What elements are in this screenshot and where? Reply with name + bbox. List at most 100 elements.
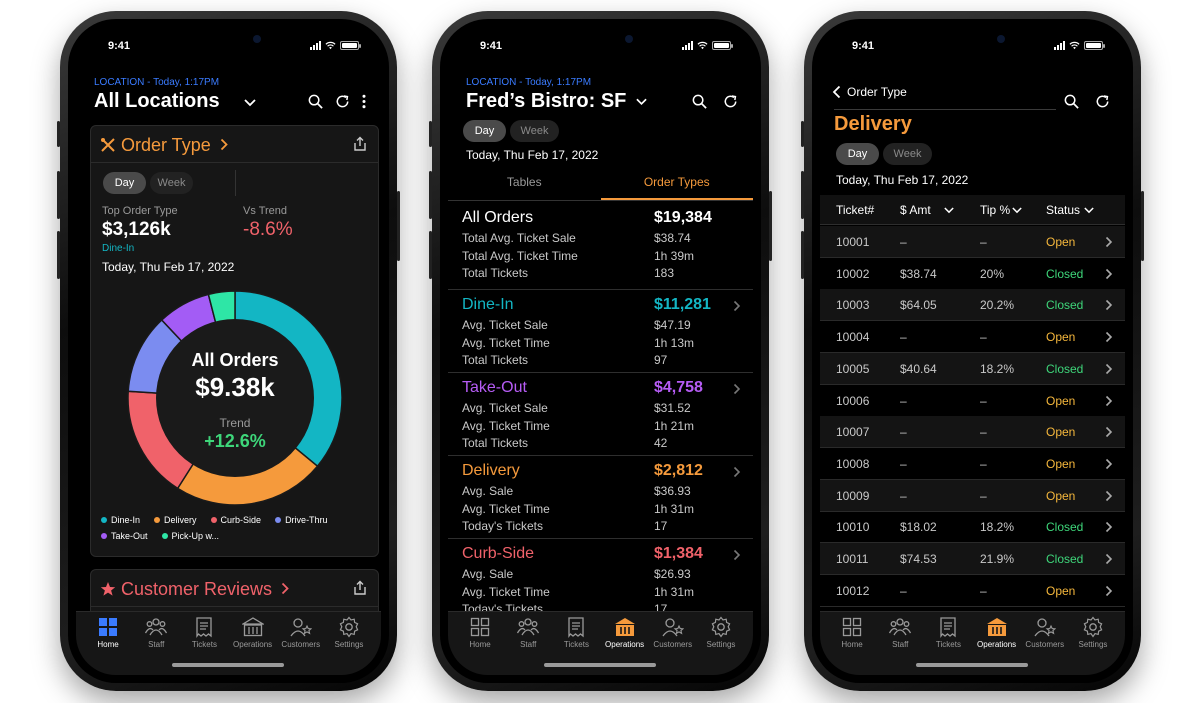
table-row[interactable]: 10008 – – Open [820,448,1125,480]
reviews-title[interactable]: Customer Reviews [121,579,289,600]
segment-day[interactable]: Day [836,143,879,165]
table-row[interactable]: 10006 – – Open [820,385,1125,417]
amount: $64.05 [900,298,937,313]
tab-home[interactable]: Home [456,614,504,675]
stat-label: Total Tickets [462,266,529,280]
segment-week[interactable]: Week [150,172,193,194]
ticket-number: 10009 [836,488,870,503]
tab-staff[interactable]: Staff [504,614,552,675]
status: Open [1046,393,1076,408]
legend-item[interactable]: Delivery [154,515,197,525]
legend-item[interactable]: Dine-In [101,515,140,525]
segment-day[interactable]: Day [463,120,506,142]
tab-label: Customers [1025,640,1065,649]
tab-home[interactable]: Home [84,614,132,675]
volume-down-button [429,231,432,279]
share-icon[interactable] [352,580,368,596]
back-button[interactable]: Order Type [832,85,907,99]
tab-settings[interactable]: Settings [325,614,373,675]
column-header-tip[interactable]: Tip % [980,203,1022,217]
stat-value: 97 [654,353,668,367]
order-type-row[interactable]: Curb-Side $1,384 Avg. Sale $26.93 Avg. Ticke… [448,539,753,622]
tab-customers[interactable]: Customers [277,614,325,675]
chevron-right-icon [220,138,228,151]
tab-operations[interactable]: Operations [973,614,1021,675]
tab-home[interactable]: Home [828,614,876,675]
tab-tickets[interactable]: Tickets [552,614,600,675]
tab-staff[interactable]: Staff [132,614,180,675]
settings-icon [711,616,731,638]
chevron-right-icon [1105,236,1113,248]
card-title[interactable]: Order Type [121,135,228,156]
share-icon[interactable] [352,136,368,152]
tab-staff[interactable]: Staff [876,614,924,675]
table-row[interactable]: 10009 – – Open [820,479,1125,512]
status: Open [1046,330,1076,345]
stat-row: Avg. Ticket Time 1h 31m [462,502,694,520]
page-title[interactable]: All Locations [94,90,256,113]
camera [997,35,1005,43]
tab-settings[interactable]: Settings [697,614,745,675]
legend-item[interactable]: Take-Out [101,531,148,541]
tab-tables[interactable]: Tables [506,175,542,189]
table-row[interactable]: 10010 $18.02 18.2% Closed [820,511,1125,544]
segment-day[interactable]: Day [103,172,146,194]
volume-up-button [429,171,432,219]
table-row[interactable]: 10007 – – Open [820,416,1125,449]
search-icon[interactable] [307,93,324,110]
chevron-right-icon [1105,300,1113,311]
table-row[interactable]: 10002 $38.74 20% Closed [820,258,1125,290]
table-row[interactable]: 10011 $74.53 21.9% Closed [820,543,1125,575]
stat-label: Total Tickets [462,436,529,450]
search-icon[interactable] [1063,93,1080,110]
tab-operations[interactable]: Operations [601,614,649,675]
order-type-row[interactable]: Take-Out $4,758 Avg. Ticket Sale $31.52 Avg.… [448,373,753,456]
column-header-status[interactable]: Status [1046,203,1094,217]
legend-item[interactable]: Pick-Up w... [161,531,219,541]
table-row[interactable]: 10012 – – Open [820,575,1125,607]
legend-item[interactable]: Drive-Thru [275,515,328,525]
day-week-segment: Day Week [836,143,932,165]
table-row[interactable]: 10003 $64.05 20.2% Closed [820,289,1125,322]
order-type-row[interactable]: Delivery $2,812 Avg. Sale $36.93 Avg. Ticket… [448,456,753,539]
tab-settings[interactable]: Settings [1069,614,1117,675]
tab-customers[interactable]: Customers [1021,614,1069,675]
refresh-icon[interactable] [334,93,351,110]
table-row[interactable]: 10004 – – Open [820,321,1125,354]
refresh-icon[interactable] [1094,93,1111,110]
column-header-amount[interactable]: $ Amt [900,203,954,217]
legend-item[interactable]: Curb-Side [210,515,261,525]
chevron-right-icon [1105,490,1113,501]
segment-week[interactable]: Week [510,120,559,142]
chart-legend: Dine-In Delivery Curb-Side Drive-Thru Take-O… [101,515,371,541]
order-type-donut-chart[interactable] [127,290,343,506]
table-row[interactable]: 10005 $40.64 18.2% Closed [820,352,1125,385]
page-title[interactable]: Fred’s Bistro: SF [466,90,647,113]
segment-week[interactable]: Week [883,143,932,165]
tab-customers[interactable]: Customers [649,614,697,675]
table-row[interactable]: 10001 – – Open [820,226,1125,258]
search-icon[interactable] [691,93,708,110]
refresh-icon[interactable] [722,93,739,110]
column-header-ticket[interactable]: Ticket# [836,203,875,217]
tip-percent: 18.2% [980,361,1015,376]
more-vertical-icon[interactable] [361,93,367,110]
order-type-stats: Total Avg. Ticket Sale $38.74 Total Avg. T… [462,231,694,284]
donut-hole [156,319,314,477]
tab-tickets[interactable]: Tickets [924,614,972,675]
amount: $18.02 [900,520,937,535]
status: Closed [1046,361,1084,376]
stat-label: Avg. Ticket Sale [462,318,548,332]
mute-switch [801,121,804,147]
ticket-number: 10003 [836,298,870,313]
tab-order-types[interactable]: Order Types [600,171,753,200]
stat-row: Total Tickets 97 [462,353,694,371]
amount: $40.64 [900,361,937,376]
vs-trend-value: -8.6% [243,219,293,240]
chevron-right-icon [1105,458,1113,469]
order-type-row[interactable]: All Orders $19,384 Total Avg. Ticket Sale $… [448,203,753,290]
tab-operations[interactable]: Operations [229,614,277,675]
order-type-row[interactable]: Dine-In $11,281 Avg. Ticket Sale $47.19 Avg.… [448,290,753,373]
volume-down-button [57,231,60,279]
tab-tickets[interactable]: Tickets [180,614,228,675]
